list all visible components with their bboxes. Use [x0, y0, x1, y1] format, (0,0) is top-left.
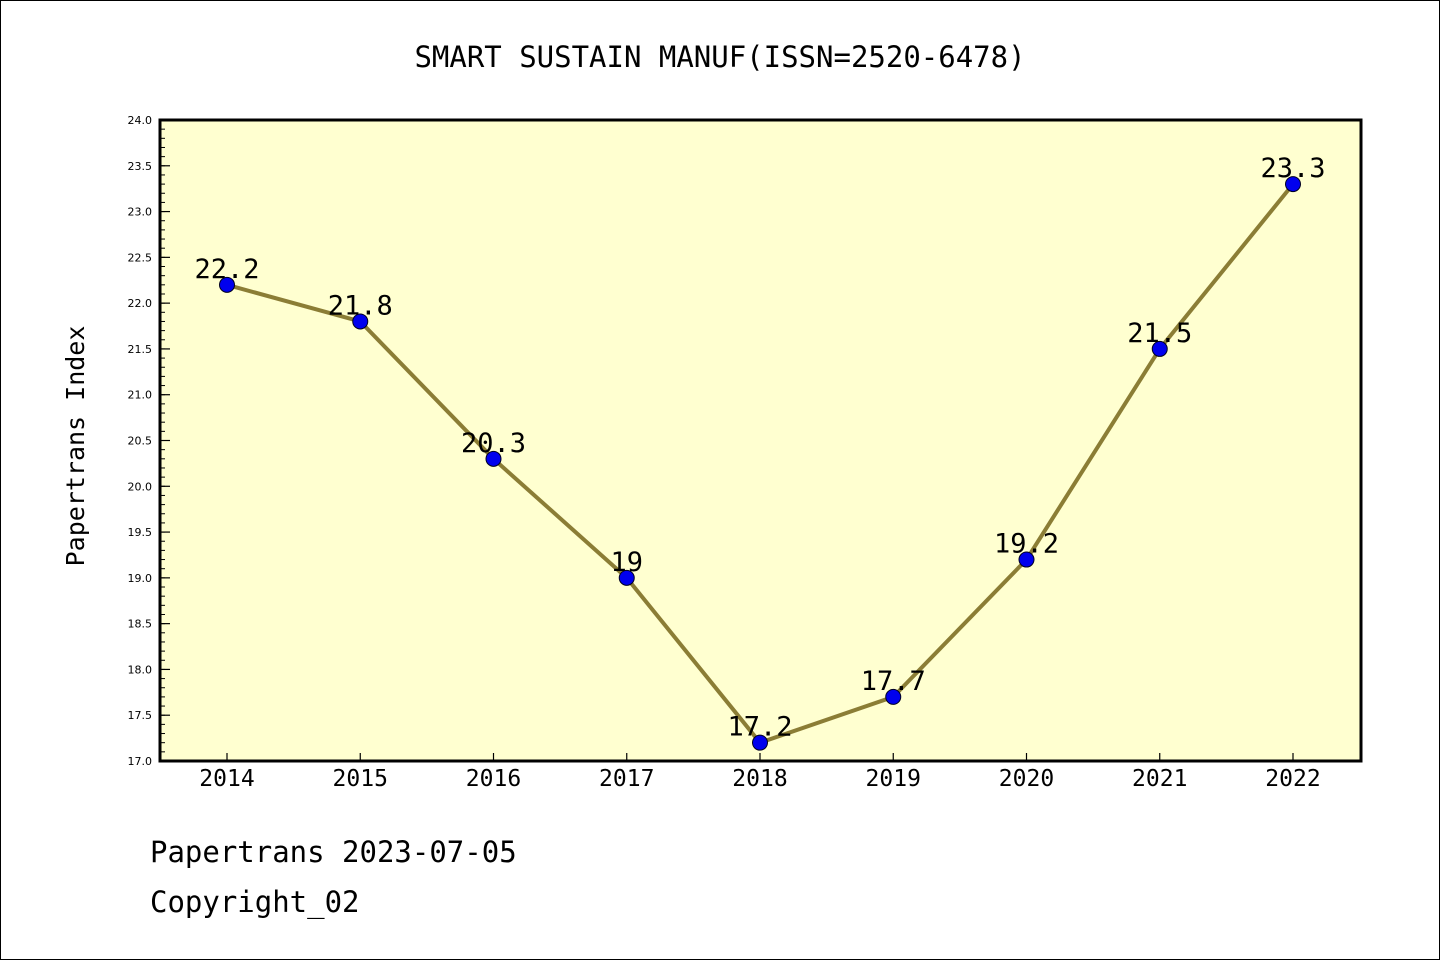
x-tick-label: 2017 — [599, 766, 654, 792]
data-label: 17.7 — [861, 666, 926, 697]
data-point — [1151, 340, 1168, 357]
data-point — [618, 569, 635, 586]
data-point — [1018, 551, 1035, 568]
x-tick-label: 2018 — [732, 766, 787, 792]
x-tick-label: 2014 — [199, 766, 254, 792]
data-label: 22.2 — [194, 254, 259, 285]
y-tick-label: 24.0 — [128, 114, 153, 127]
y-tick-label: 18.0 — [128, 663, 153, 676]
data-markers — [219, 176, 1301, 751]
plot-area — [160, 120, 1361, 761]
x-tick-label: 2016 — [466, 766, 521, 792]
x-tick-label: 2022 — [1265, 766, 1320, 792]
y-tick-label: 22.5 — [128, 251, 153, 264]
footer-copyright: Copyright_02 — [150, 885, 360, 919]
y-tick-label: 18.5 — [128, 618, 153, 631]
data-point — [885, 688, 902, 705]
x-tick-label: 2015 — [333, 766, 388, 792]
y-tick-label: 21.5 — [128, 343, 153, 356]
y-tick-label: 23.5 — [128, 160, 153, 173]
x-tick-label: 2021 — [1132, 766, 1187, 792]
y-tick-label: 22.0 — [128, 297, 153, 310]
x-tick-label: 2019 — [866, 766, 921, 792]
y-tick-label: 19.5 — [128, 526, 153, 539]
data-point — [485, 450, 502, 467]
data-label: 20.3 — [461, 428, 526, 459]
y-axis: 17.0 17.5 18.0 18.5 19.0 19.5 20.0 20.5 21.0 21.5… — [128, 114, 170, 768]
y-tick-label: 21.0 — [128, 389, 153, 402]
data-point — [752, 734, 768, 751]
y-tick-label: 17.0 — [128, 755, 153, 768]
x-tick-label: 2020 — [999, 766, 1054, 792]
y-tick-label: 20.5 — [128, 435, 153, 448]
data-label: 21.8 — [328, 290, 393, 321]
data-label: 17.2 — [727, 712, 792, 743]
footer-date: Papertrans 2023-07-05 — [150, 835, 517, 869]
y-tick-label: 19.0 — [128, 572, 153, 585]
y-tick-label: 17.5 — [128, 709, 153, 722]
data-label: 19.2 — [994, 529, 1059, 560]
y-tick-label: 23.0 — [128, 206, 153, 219]
data-point — [1285, 176, 1301, 193]
x-axis: 2014 2015 2016 2017 2018 2019 2020 2021 2022 — [199, 753, 1321, 792]
data-point — [352, 313, 369, 330]
data-labels: 22.2 21.8 20.3 19 17.2 17.7 19.2 21.5 23.3 — [194, 153, 1325, 743]
plot-border — [158, 118, 1363, 763]
data-label: 23.3 — [1260, 153, 1325, 184]
data-label: 19 — [610, 547, 643, 578]
y-tick-label: 20.0 — [128, 480, 153, 493]
data-point — [219, 276, 235, 293]
chart-title: SMART SUSTAIN MANUF(ISSN=2520-6478) — [414, 40, 1025, 74]
data-label: 21.5 — [1127, 318, 1192, 349]
y-axis-label: Papertrans Index — [61, 326, 90, 567]
